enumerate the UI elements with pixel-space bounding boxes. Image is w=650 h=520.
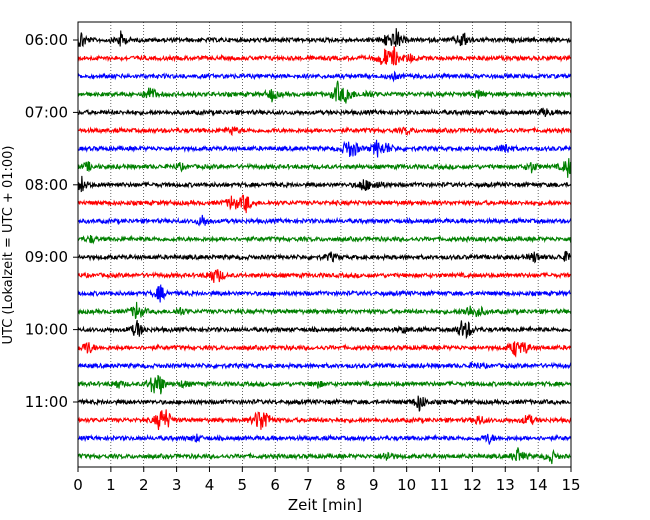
y-tick-label-09:00: 09:00 [25,248,68,266]
y-axis-label: UTC (Lokalzeit = UTC + 01:00) [1,146,16,345]
trace-06:30 [77,70,572,83]
trace-11:30 [77,433,572,445]
trace-11:45 [77,447,572,465]
trace-07:15 [77,125,572,137]
trace-06:00 [77,28,572,48]
trace-07:30 [77,139,572,158]
x-tick-label-7: 7 [303,476,313,494]
x-tick-label-3: 3 [172,476,182,494]
x-tick-label-13: 13 [496,476,515,494]
trace-09:30 [77,284,572,303]
x-axis-label: Zeit [min] [288,496,362,514]
trace-09:15 [77,269,572,283]
x-tick-label-12: 12 [463,476,482,494]
x-tick-label-4: 4 [205,476,215,494]
x-tick-label-5: 5 [238,476,248,494]
trace-10:15 [77,341,572,358]
x-tick-label-10: 10 [397,476,416,494]
trace-07:45 [77,158,572,178]
trace-06:45 [77,80,572,104]
trace-08:30 [77,214,572,227]
x-tick-label-9: 9 [369,476,379,494]
y-axis-ticks: 06:00 07:00 08:00 09:00 10:00 11:00 [25,31,78,411]
y-tick-label-07:00: 07:00 [25,103,68,121]
x-tick-label-8: 8 [336,476,346,494]
x-tick-label-11: 11 [430,476,449,494]
x-tick-label-1: 1 [106,476,116,494]
trace-08:00 [77,175,572,193]
trace-09:00 [77,250,572,264]
grid-lines [110,22,539,467]
x-axis-ticks: 0 1 2 3 4 5 6 7 8 9 10 11 12 13 14 15 [73,467,581,494]
trace-09:45 [77,301,572,320]
y-tick-label-06:00: 06:00 [25,31,68,49]
x-tick-label-6: 6 [270,476,280,494]
y-tick-label-11:00: 11:00 [25,393,68,411]
plot-frame [77,21,572,468]
trace-08:45 [77,234,572,245]
trace-group [77,28,572,465]
x-tick-label-15: 15 [561,476,580,494]
trace-11:15 [77,409,572,431]
trace-06:15 [77,46,572,66]
trace-10:45 [77,374,572,395]
x-tick-label-14: 14 [529,476,548,494]
trace-08:15 [77,194,572,214]
trace-10:30 [77,360,572,371]
x-tick-label-0: 0 [73,476,83,494]
trace-07:00 [77,107,572,118]
y-tick-label-08:00: 08:00 [25,176,68,194]
trace-11:00 [77,395,572,412]
y-tick-label-10:00: 10:00 [25,321,68,339]
x-tick-label-2: 2 [139,476,149,494]
trace-10:00 [77,319,572,340]
